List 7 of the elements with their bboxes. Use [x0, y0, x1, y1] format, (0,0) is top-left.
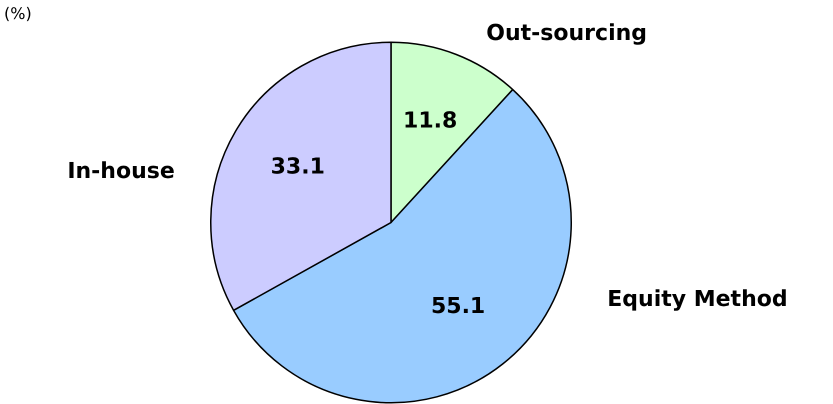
slice-label: Equity Method — [607, 286, 788, 312]
data-label: 11.8 — [403, 108, 458, 134]
data-label: 33.1 — [270, 154, 325, 180]
text: (%) — [4, 4, 32, 23]
slice-label: Out-sourcing — [486, 21, 648, 46]
data-label: 55.1 — [430, 294, 486, 320]
slice-label: In-house — [67, 159, 175, 184]
